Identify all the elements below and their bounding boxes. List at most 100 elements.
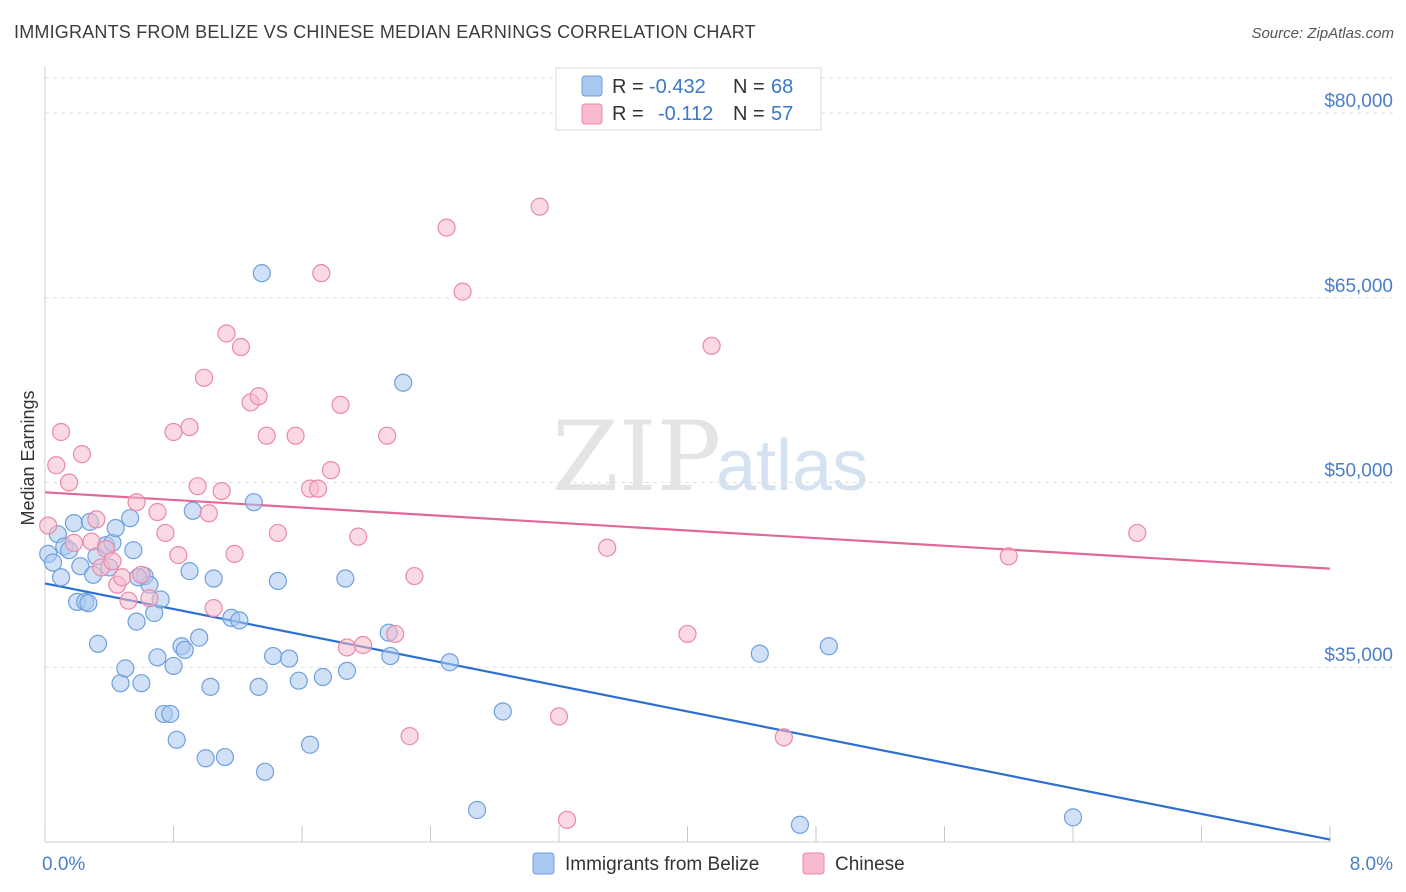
point-chinese-15 xyxy=(132,565,151,584)
point-chinese-36 xyxy=(308,479,328,498)
point-belize-47 xyxy=(263,646,283,666)
point-belize-40 xyxy=(215,747,234,767)
point-belize-13 xyxy=(88,634,108,653)
x-tick-label-1: 8.0% xyxy=(1350,854,1393,875)
point-chinese-41 xyxy=(349,527,368,546)
point-chinese-57 xyxy=(1128,523,1147,543)
point-chinese-12 xyxy=(112,568,132,587)
point-chinese-1 xyxy=(47,456,66,475)
point-belize-30 xyxy=(164,656,183,676)
trend-line-belize xyxy=(44,582,1331,841)
point-chinese-27 xyxy=(217,324,236,343)
point-chinese-4 xyxy=(64,533,84,552)
bottom-legend-swatch-belize xyxy=(532,852,555,875)
point-belize-57 xyxy=(394,373,413,392)
x-tick-label-0: 0.0% xyxy=(42,854,85,875)
point-chinese-43 xyxy=(378,426,397,445)
point-chinese-26 xyxy=(212,481,231,501)
bottom-legend-swatch-chinese xyxy=(802,852,825,875)
point-chinese-18 xyxy=(156,523,175,543)
point-chinese-48 xyxy=(453,282,472,301)
point-chinese-40 xyxy=(337,638,357,657)
legend-swatch-chinese xyxy=(581,103,603,125)
point-chinese-21 xyxy=(180,417,199,437)
point-chinese-20 xyxy=(169,546,188,565)
point-chinese-7 xyxy=(87,510,106,529)
legend-box: R = -0.432 N = 68 R = -0.112 N = 57 xyxy=(555,67,822,131)
point-belize-39 xyxy=(204,569,223,588)
point-chinese-50 xyxy=(549,707,569,726)
point-chinese-49 xyxy=(530,197,549,216)
point-chinese-33 xyxy=(268,523,288,543)
point-chinese-13 xyxy=(119,591,138,610)
point-chinese-32 xyxy=(257,426,276,445)
point-belize-44 xyxy=(249,677,268,696)
point-chinese-6 xyxy=(82,532,101,551)
point-chinese-52 xyxy=(598,538,617,557)
point-belize-46 xyxy=(255,762,275,781)
point-belize-38 xyxy=(201,677,220,696)
bottom-legend-label-belize: Immigrants from Belize xyxy=(565,854,759,875)
axes: $35,000 $50,000 $65,000 $80,000 0.0% 8.0% xyxy=(42,66,1393,875)
point-belize-16 xyxy=(106,518,125,538)
bottom-legend: Immigrants from Belize Chinese xyxy=(532,852,905,875)
point-belize-42 xyxy=(230,611,249,630)
point-chinese-38 xyxy=(321,461,341,480)
point-belize-54 xyxy=(337,661,357,680)
point-belize-33 xyxy=(175,640,194,660)
point-belize-1 xyxy=(43,553,63,572)
point-belize-34 xyxy=(180,562,199,581)
point-belize-29 xyxy=(161,704,180,724)
trend-lines xyxy=(44,491,1331,841)
point-chinese-39 xyxy=(331,395,350,415)
point-belize-36 xyxy=(190,628,209,647)
point-chinese-10 xyxy=(103,552,122,571)
point-belize-35 xyxy=(183,501,202,520)
point-chinese-24 xyxy=(199,504,218,523)
point-belize-3 xyxy=(51,568,71,587)
point-belize-59 xyxy=(467,800,487,820)
point-belize-21 xyxy=(127,612,146,631)
point-chinese-28 xyxy=(225,544,244,563)
point-chinese-19 xyxy=(164,422,183,442)
gridlines xyxy=(45,77,1394,668)
point-belize-56 xyxy=(381,646,400,666)
point-belize-20 xyxy=(124,541,143,560)
point-belize-62 xyxy=(790,815,810,834)
data-points xyxy=(39,197,1147,834)
y-tick-label-1: $50,000 xyxy=(1324,460,1393,481)
watermark-zip: ZIP xyxy=(552,401,721,513)
bottom-legend-label-chinese: Chinese xyxy=(835,854,905,875)
legend-r-label-chinese: R = xyxy=(612,103,644,125)
point-belize-31 xyxy=(167,730,186,749)
legend-r-value-chinese: -0.112 xyxy=(658,103,713,125)
point-chinese-46 xyxy=(405,566,424,586)
y-axis-label: Median Earnings xyxy=(18,390,38,525)
watermark-atlas: atlas xyxy=(716,426,868,506)
point-belize-63 xyxy=(819,637,838,656)
point-chinese-51 xyxy=(557,810,577,829)
point-belize-26 xyxy=(148,648,167,667)
point-chinese-17 xyxy=(148,502,167,522)
point-chinese-53 xyxy=(678,624,697,644)
point-chinese-34 xyxy=(286,426,305,445)
point-chinese-31 xyxy=(249,387,268,406)
legend-n-value-belize: 68 xyxy=(771,76,793,98)
source-label: Source: ZipAtlas.com xyxy=(1251,25,1394,42)
point-belize-6 xyxy=(64,514,84,533)
y-tick-label-2: $65,000 xyxy=(1324,276,1393,297)
point-belize-22 xyxy=(132,674,151,693)
point-belize-37 xyxy=(196,749,215,768)
point-chinese-29 xyxy=(231,337,251,357)
point-belize-49 xyxy=(280,649,299,668)
point-chinese-44 xyxy=(386,624,405,644)
point-belize-50 xyxy=(289,671,308,690)
point-belize-18 xyxy=(116,659,135,678)
legend-n-value-chinese: 57 xyxy=(771,103,793,125)
point-chinese-0 xyxy=(39,516,58,535)
point-chinese-23 xyxy=(194,368,214,387)
point-belize-51 xyxy=(300,735,320,754)
point-chinese-14 xyxy=(127,493,146,512)
y-tick-label-0: $35,000 xyxy=(1324,645,1393,666)
